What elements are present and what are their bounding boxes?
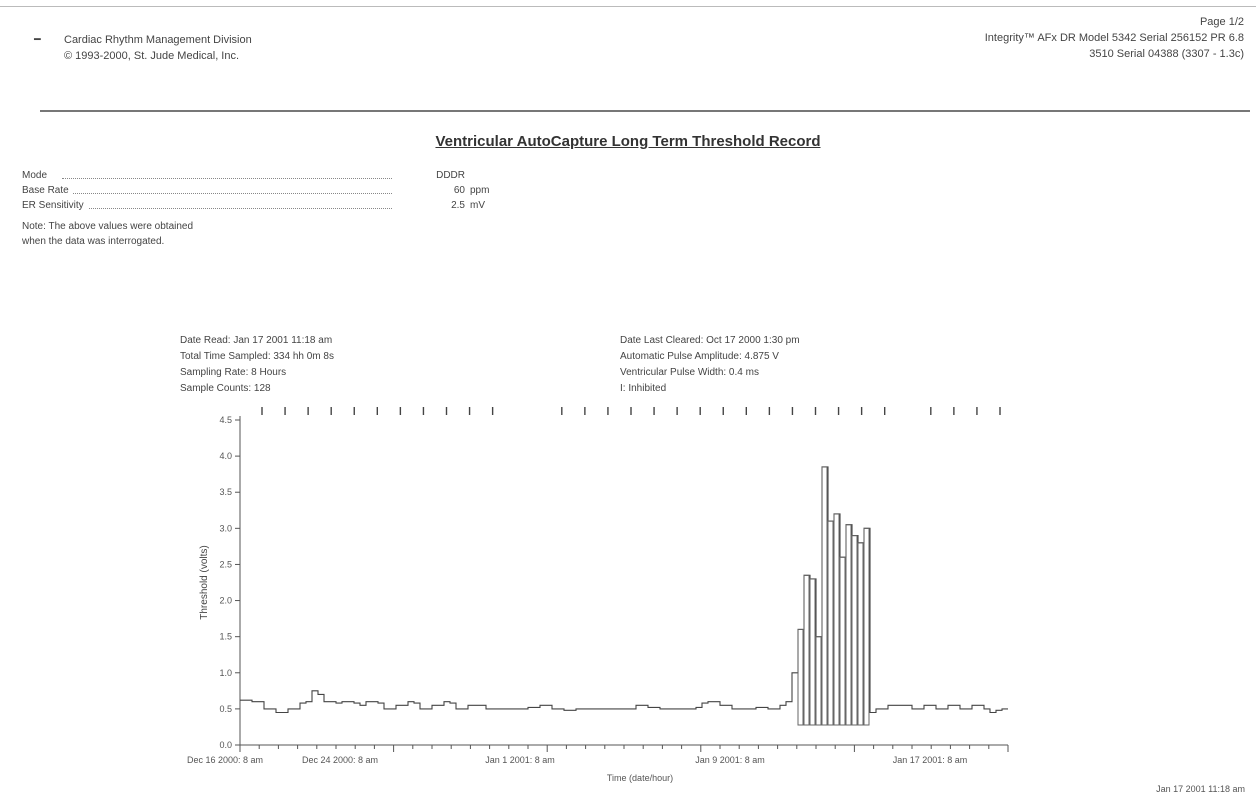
threshold-spike-bar [815,636,822,726]
date-last-cleared: Date Last Cleared: Oct 17 2000 1:30 pm [620,335,800,346]
threshold-spike-bar [797,628,804,726]
total-time-sampled: Total Time Sampled: 334 hh 0m 8s [180,351,334,362]
param-base-rate: Base Rate 60 ppm [22,183,492,198]
device-model: Integrity™ AFx DR Model 5342 Serial 2561… [984,32,1244,44]
threshold-spike-bar [827,520,834,726]
param-label: Base Rate [22,183,73,198]
y-tick-label: 2.0 [219,596,232,606]
inhibited-legend: I: Inhibited [620,383,667,394]
page-top-border [0,0,1256,7]
x-tick-label: Jan 17 2001: 8 am [893,755,968,765]
x-end-label: Jan 17 2001 11:18 am [1156,784,1245,794]
programmer-serial: 3510 Serial 04388 (3307 - 1.3c) [1089,48,1244,60]
param-label: Mode [22,168,52,183]
x-tick-label: Jan 1 2001: 8 am [485,755,555,765]
pulse-width: Ventricular Pulse Width: 0.4 ms [620,367,759,378]
param-label: ER Sensitivity [22,198,88,213]
leader-dots [62,193,392,194]
date-read: Date Read: Jan 17 2001 11:18 am [180,335,333,346]
y-tick-label: 4.5 [219,415,232,425]
x-tick-label: Dec 16 2000: 8 am [187,755,263,765]
note-line-1: Note: The above values were obtained [22,221,194,232]
param-er-sensitivity: ER Sensitivity 2.5 mV [22,198,492,213]
header-right: Page 1/2 Integrity™ AFx DR Model 5342 Se… [985,14,1244,62]
y-tick-label: 4.0 [219,451,232,461]
y-tick-label: 3.0 [219,523,232,533]
y-tick-label: 1.0 [219,668,232,678]
y-tick-label: 0.0 [219,740,232,750]
info-right: Date Last Cleared: Oct 17 2000 1:30 pm A… [620,333,800,397]
y-tick-label: 2.5 [219,559,232,569]
header-rule [40,110,1250,112]
threshold-spike-bar [845,524,852,726]
y-axis-label: Threshold (volts) [199,545,210,619]
param-unit: ppm [470,185,490,196]
info-left: Date Read: Jan 17 2001 11:18 am Total Ti… [180,333,334,397]
x-tick-label: Dec 24 2000: 8 am [302,755,378,765]
header-left: ━ Cardiac Rhythm Management Division © 1… [34,32,252,64]
bullet-mark: ━ [34,34,41,46]
header-company: Cardiac Rhythm Management Division [64,34,252,46]
pulse-amplitude: Automatic Pulse Amplitude: 4.875 V [620,351,779,362]
parameter-list: Mode DDDR Base Rate 60 ppm ER Sensitivit… [22,168,492,249]
threshold-spike-bar [839,556,846,726]
threshold-spike-bar [851,535,858,726]
param-unit: mV [470,200,485,211]
threshold-spike-bar [809,578,816,726]
param-value: 60 [402,183,465,198]
y-tick-label: 1.5 [219,632,232,642]
param-mode: Mode DDDR [22,168,492,183]
header-copyright: © 1993-2000, St. Jude Medical, Inc. [64,50,240,62]
y-tick-label: 0.5 [219,704,232,714]
leader-dots [62,178,392,179]
leader-dots [62,208,392,209]
x-axis-label: Time (date/hour) [607,773,673,783]
threshold-spike-bar [821,466,828,726]
note-text: Note: The above values were obtained whe… [22,219,492,249]
threshold-series-line [240,466,1008,714]
sampling-rate: Sampling Rate: 8 Hours [180,367,287,378]
sample-counts: Sample Counts: 128 [180,383,271,394]
param-value: 2.5 [402,198,465,213]
threshold-spike-bar [803,574,810,726]
report-title: Ventricular AutoCapture Long Term Thresh… [435,133,821,150]
threshold-spike-bar [863,527,870,726]
threshold-spike-bar [833,513,840,726]
threshold-spike-bar [857,542,864,726]
y-tick-label: 3.5 [219,487,232,497]
note-line-2: when the data was interrogated. [22,236,165,247]
param-value: DDDR [402,168,465,183]
x-tick-label: Jan 9 2001: 8 am [695,755,765,765]
page-number: Page 1/2 [1199,16,1244,28]
